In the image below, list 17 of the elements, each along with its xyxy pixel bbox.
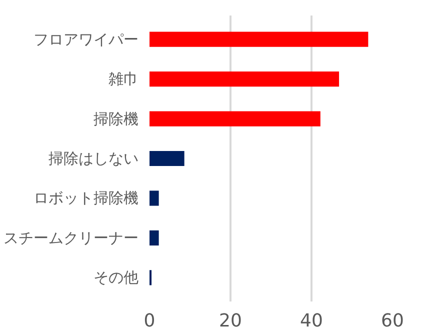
x-tick-label: 0 — [144, 310, 156, 329]
y-tick-label: スチームクリーナー — [4, 228, 138, 247]
y-tick-label: 雑巾 — [108, 70, 138, 88]
x-tick-label: 40 — [300, 310, 323, 329]
bar — [150, 111, 320, 126]
y-tick-label: その他 — [94, 268, 138, 287]
bar — [150, 190, 159, 206]
y-tick-label: ロボット掃除機 — [34, 189, 138, 208]
bar — [150, 150, 184, 166]
y-tick-label: 掃除はしない — [48, 150, 138, 168]
x-tick-label: 60 — [381, 310, 404, 329]
bar — [150, 32, 368, 47]
y-tick-label: 掃除機 — [94, 110, 138, 128]
x-tick-label: 20 — [219, 310, 242, 329]
bar — [150, 230, 159, 246]
bar — [150, 72, 340, 87]
y-tick-label: フロアワイパー — [34, 30, 138, 48]
